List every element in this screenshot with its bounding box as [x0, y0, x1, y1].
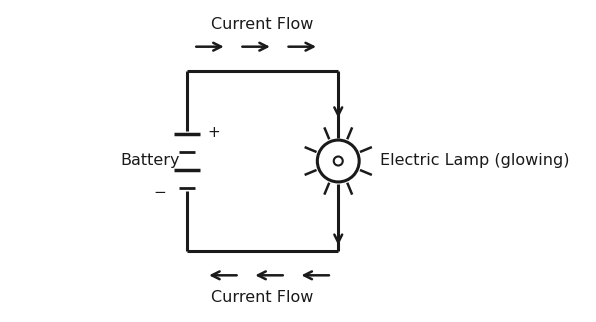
Text: Current Flow: Current Flow	[212, 290, 313, 305]
Text: Battery: Battery	[120, 154, 179, 168]
Text: Electric Lamp (glowing): Electric Lamp (glowing)	[380, 154, 570, 168]
Text: +: +	[208, 125, 221, 140]
Text: −: −	[153, 185, 166, 200]
Text: Current Flow: Current Flow	[212, 17, 313, 32]
